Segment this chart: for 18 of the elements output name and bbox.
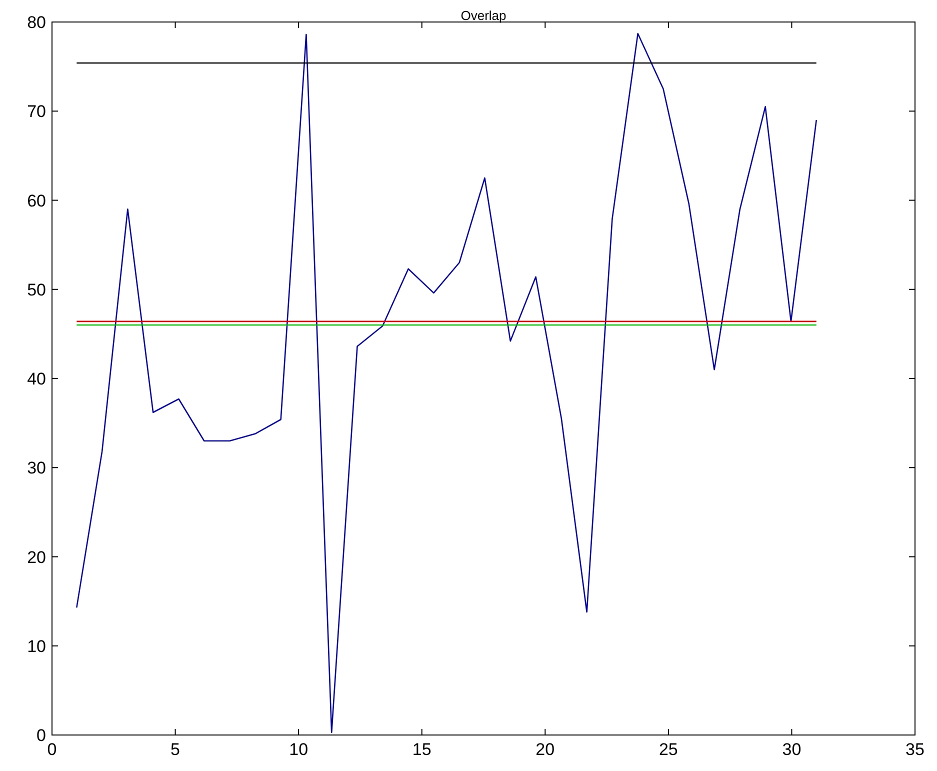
x-tick-label: 10 (289, 740, 308, 759)
x-tick-label: 25 (658, 740, 678, 759)
y-tick-label: 30 (27, 458, 46, 478)
line-series (76, 32, 818, 733)
y-tick-label: 60 (27, 191, 46, 210)
x-tick-label: 35 (906, 740, 924, 759)
x-tick-label: 20 (536, 740, 555, 759)
y-tick-label: 0 (36, 726, 46, 745)
x-tick-label: 30 (782, 740, 802, 759)
chart-title: Overlap (460, 8, 506, 23)
x-tick-label: 15 (412, 740, 432, 759)
y-tick-label: 40 (27, 370, 46, 388)
y-tick-label: 70 (27, 102, 46, 122)
y-tick-label: 10 (27, 636, 46, 656)
x-tick-label: 5 (170, 740, 180, 759)
y-tick-label: 80 (27, 13, 46, 32)
y-tick-label: 20 (27, 548, 46, 567)
y-tick-label: 50 (27, 280, 46, 300)
